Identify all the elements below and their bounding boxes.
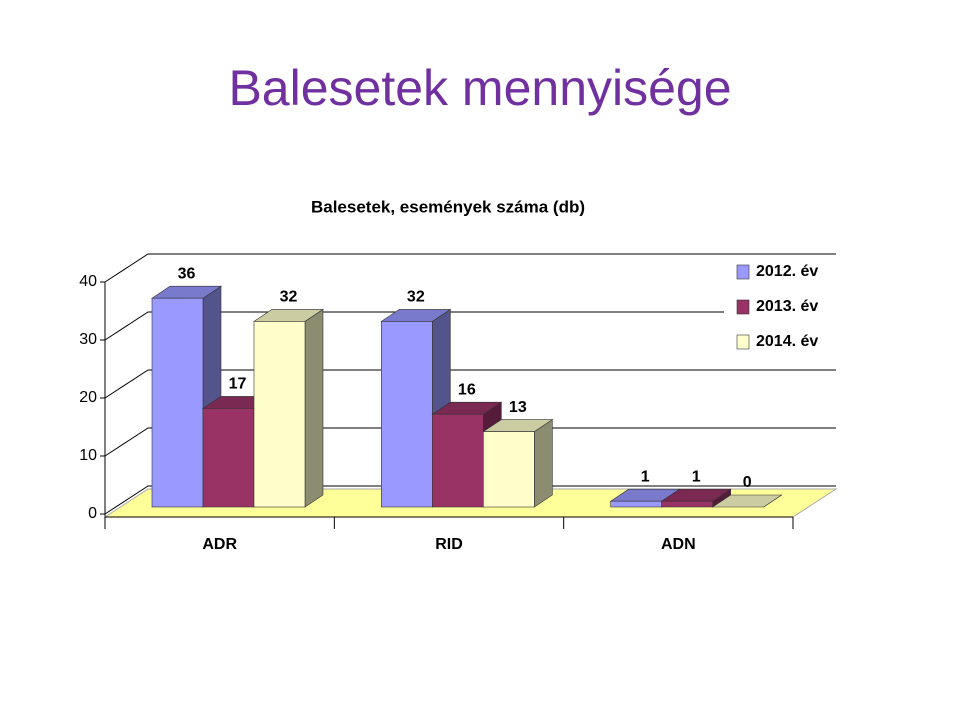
y-tick-label: 40: [79, 273, 97, 290]
bar: [432, 413, 484, 508]
grid-line: [104, 369, 836, 399]
chart-title: Balesetek, események száma (db): [311, 197, 585, 216]
x-tick-label: ADN: [661, 536, 696, 553]
bar-side: [304, 308, 324, 508]
x-tick-label: RID: [435, 536, 463, 553]
grid-line: [104, 311, 836, 341]
bar-side: [534, 419, 553, 508]
bar: [610, 500, 662, 508]
data-label: 1: [692, 468, 701, 485]
legend-label: 2012. év: [756, 263, 818, 280]
y-tick-label: 20: [79, 389, 97, 406]
slide-title: Balesetek mennyisége: [228, 60, 731, 116]
legend-swatch: [736, 334, 750, 350]
data-label: 36: [178, 265, 196, 282]
x-tick-label: ADR: [202, 536, 237, 553]
legend-label: 2014. év: [756, 333, 818, 350]
data-label: 16: [458, 381, 476, 398]
grid-line: [104, 253, 836, 283]
bar: [381, 321, 433, 508]
bar: [202, 408, 255, 508]
y-tick-label: 30: [79, 331, 97, 348]
data-label: 17: [229, 376, 247, 393]
bar-top: [711, 494, 783, 508]
y-tick-label: 10: [79, 447, 97, 464]
legend-swatch: [736, 264, 750, 280]
y-tick-label: 0: [88, 505, 97, 522]
bar: [253, 321, 306, 508]
legend-swatch: [736, 299, 750, 315]
data-label: 32: [407, 289, 425, 306]
grid-line: [104, 427, 836, 457]
bar: [483, 431, 535, 508]
data-label: 32: [280, 289, 298, 306]
grid-line: [104, 485, 836, 515]
data-label: 1: [641, 468, 650, 485]
data-label: 13: [509, 399, 527, 416]
legend-label: 2013. év: [756, 298, 818, 315]
data-label: 0: [743, 474, 752, 491]
bar: [151, 297, 204, 508]
bar: [661, 500, 713, 508]
